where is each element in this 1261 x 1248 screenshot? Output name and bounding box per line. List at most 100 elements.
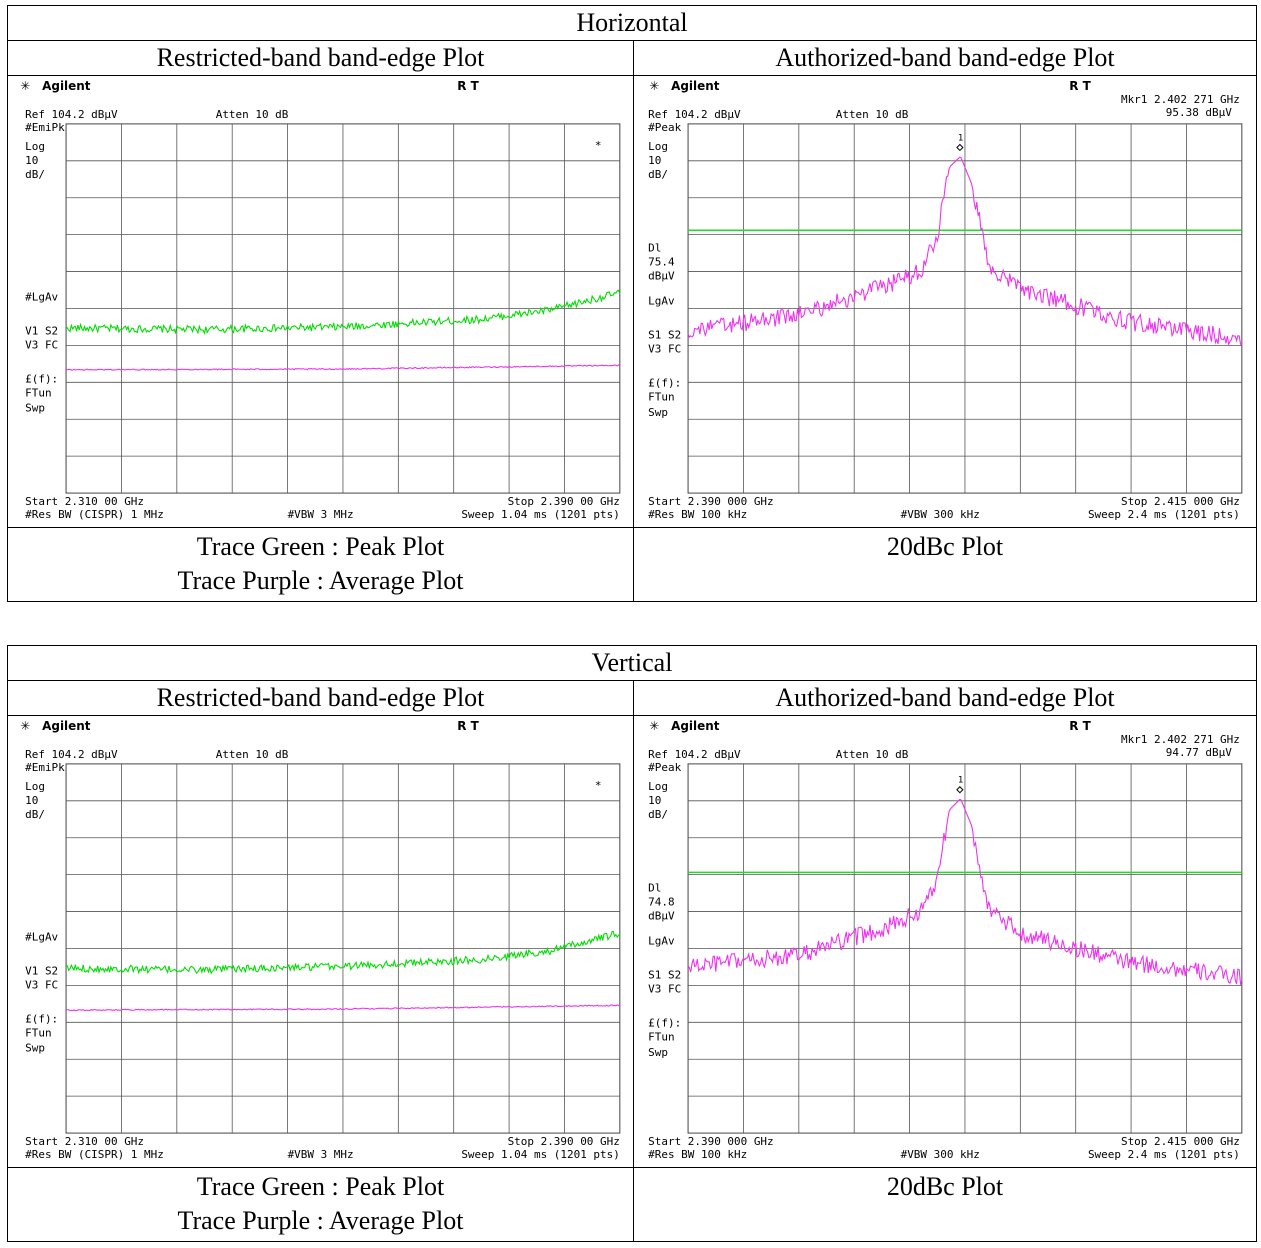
swp-label: Swp [648, 406, 668, 419]
restricted-band-header: Restricted-band band-edge Plot [8, 681, 634, 715]
scale-value: 10 [25, 154, 38, 167]
marker-diamond-icon [956, 786, 964, 794]
trace-group [65, 930, 621, 1012]
v1s2-label: V1 S2 [25, 964, 58, 977]
peak-trace [65, 289, 621, 335]
rt-indicator: R T [457, 79, 479, 93]
scale-value: 10 [25, 794, 38, 807]
brand-label: Agilent [42, 79, 91, 93]
swp-label: Swp [648, 1046, 668, 1059]
plot-grid [65, 123, 621, 494]
attenuation: Atten 10 dB [836, 108, 909, 121]
attenuation: Atten 10 dB [216, 748, 289, 761]
restricted-caption: Trace Green : Peak Plot Trace Purple : A… [8, 528, 634, 601]
start-freq: Start 2.390 000 GHz [648, 495, 773, 508]
ff-label: £(f): [25, 372, 58, 385]
marker-number: 1 [958, 133, 963, 143]
scale-value: 10 [648, 154, 661, 167]
sweep-info: Sweep 2.4 ms (1201 pts) [1088, 1148, 1240, 1161]
spectrum-plot: ✳ Agilent R T Ref 104.2 dBµV Atten 10 dB… [20, 79, 621, 521]
sweep-info: Sweep 2.4 ms (1201 pts) [1088, 508, 1240, 521]
restricted-caption: Trace Green : Peak Plot Trace Purple : A… [8, 1168, 634, 1241]
res-bw: #Res BW (CISPR) 1 MHz [25, 1148, 164, 1161]
log-label: Log [25, 140, 45, 153]
display-line-value: 74.8 [648, 896, 674, 909]
ff-label: £(f): [648, 1016, 681, 1029]
ff-label: £(f): [25, 1012, 58, 1025]
stop-freq: Stop 2.390 00 GHz [508, 495, 620, 508]
scale-unit: dB/ [25, 168, 45, 181]
s1s2-label: S1 S2 [648, 968, 681, 981]
agilent-logo-icon: ✳ [20, 719, 30, 733]
brand-label: Agilent [671, 79, 720, 93]
authorized-band-header: Authorized-band band-edge Plot [775, 43, 1115, 72]
ftun-label: FTun [25, 1026, 51, 1039]
ff-label: £(f): [648, 376, 681, 389]
ref-level: Ref 104.2 dBµV [25, 108, 118, 121]
plot-grid [687, 123, 1243, 494]
spectrum-plot: ✳ Agilent R T Ref 104.2 dBµV Atten 10 dB… [20, 719, 621, 1161]
restricted-band-plot: ✳ Agilent R T Ref 104.2 dBµV Atten 10 dB… [8, 716, 634, 1167]
plot-grid [687, 763, 1243, 1134]
start-freq: Start 2.310 00 GHz [25, 1135, 144, 1148]
log-label: Log [25, 780, 45, 793]
marker-diamond-icon [956, 143, 964, 152]
marker-value: 94.77 dBµV [1166, 746, 1232, 759]
authorized-caption: 20dBc Plot [886, 1172, 1004, 1201]
caption-peak: Trace Green : Peak Plot [196, 1172, 445, 1201]
section-title: Vertical [8, 646, 1256, 681]
attenuation: Atten 10 dB [836, 748, 909, 761]
stop-freq: Stop 2.415 000 GHz [1121, 1135, 1240, 1148]
v3fc-label: V3 FC [648, 342, 681, 355]
agilent-logo-icon: ✳ [649, 719, 659, 733]
ftun-label: FTun [648, 1030, 674, 1043]
res-bw: #Res BW 100 kHz [648, 1148, 747, 1161]
caption-peak: Trace Green : Peak Plot [196, 532, 445, 561]
brand-label: Agilent [42, 719, 91, 733]
res-bw: #Res BW 100 kHz [648, 508, 747, 521]
ref-level: Ref 104.2 dBµV [648, 108, 741, 121]
detector-label: #Peak [648, 121, 681, 134]
vbw: #VBW 300 kHz [901, 508, 980, 521]
brand-label: Agilent [671, 719, 720, 733]
v3fc-label: V3 FC [25, 338, 58, 351]
agilent-logo-icon: ✳ [20, 79, 30, 93]
detector-label: #EmiPk [25, 761, 65, 774]
restricted-band-header: Restricted-band band-edge Plot [8, 41, 634, 75]
restricted-band-plot: ✳ Agilent R T Ref 104.2 dBµV Atten 10 dB… [8, 76, 634, 527]
res-bw: #Res BW (CISPR) 1 MHz [25, 508, 164, 521]
vbw: #VBW 3 MHz [288, 508, 354, 521]
authorized-band-header: Authorized-band band-edge Plot [775, 683, 1115, 712]
trace-group: 1 [687, 776, 1243, 985]
ref-level: Ref 104.2 dBµV [25, 748, 118, 761]
detector-label: #EmiPk [25, 121, 65, 134]
vbw: #VBW 3 MHz [288, 1148, 354, 1161]
s1s2-label: S1 S2 [648, 328, 681, 341]
ftun-label: FTun [648, 390, 674, 403]
attenuation: Atten 10 dB [216, 108, 289, 121]
scale-unit: dB/ [648, 168, 668, 181]
ref-level: Ref 104.2 dBµV [648, 748, 741, 761]
section-title: Horizontal [8, 6, 1256, 41]
peak-trace [65, 930, 621, 975]
display-line-label: Dl [648, 882, 661, 895]
star-indicator: * [595, 139, 602, 152]
ftun-label: FTun [25, 386, 51, 399]
caption-average: Trace Purple : Average Plot [177, 1206, 464, 1235]
results-table-vertical: Vertical Restricted-band band-edge Plot … [7, 645, 1257, 1242]
authorized-band-plot: ✳ Agilent R T Mkr1 2.402 271 GHz 95.38 d… [634, 76, 1256, 527]
trace-group: 1 [687, 133, 1242, 347]
lgav-label: #LgAv [25, 931, 58, 944]
marker-number: 1 [958, 776, 963, 786]
marker-freq: Mkr1 2.402 271 GHz [1121, 93, 1240, 106]
spectrum-plot: ✳ Agilent R T Mkr1 2.402 271 GHz 95.38 d… [648, 79, 1243, 521]
log-label: Log [648, 780, 668, 793]
v1s2-label: V1 S2 [25, 324, 58, 337]
scale-value: 10 [648, 794, 661, 807]
agilent-logo-icon: ✳ [649, 79, 659, 93]
swp-label: Swp [25, 1041, 45, 1054]
rt-indicator: R T [1069, 79, 1091, 93]
detector-label: #Peak [648, 761, 681, 774]
stop-freq: Stop 2.415 000 GHz [1121, 495, 1240, 508]
average-trace [66, 1004, 621, 1012]
